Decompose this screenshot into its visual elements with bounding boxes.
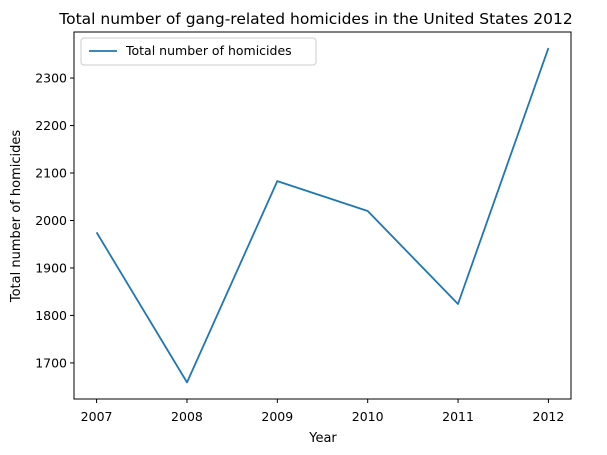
y-tick-label: 2000 bbox=[35, 213, 67, 228]
chart-title: Total number of gang-related homicides i… bbox=[58, 10, 572, 28]
legend-label: Total number of homicides bbox=[125, 43, 292, 58]
y-tick-label: 1800 bbox=[35, 308, 67, 323]
x-tick-label: 2010 bbox=[352, 409, 384, 424]
x-tick-label: 2009 bbox=[261, 409, 293, 424]
x-tick-label: 2011 bbox=[442, 409, 474, 424]
x-tick-label: 2007 bbox=[81, 409, 113, 424]
legend: Total number of homicides bbox=[80, 37, 317, 66]
legend-box bbox=[80, 37, 317, 66]
y-tick-label: 1700 bbox=[35, 355, 67, 370]
y-tick-label: 1900 bbox=[35, 260, 67, 275]
x-tick-label: 2008 bbox=[171, 409, 203, 424]
x-axis-ticks: 2007 2008 2009 2010 2011 2012 bbox=[81, 399, 565, 424]
y-tick-label: 2200 bbox=[35, 118, 67, 133]
y-tick-label: 2300 bbox=[35, 71, 67, 86]
y-axis-ticks: 1700 1800 1900 2000 2100 2200 2300 bbox=[35, 71, 74, 370]
plot-area-frame bbox=[73, 31, 572, 400]
x-axis-label: Year bbox=[308, 431, 337, 446]
x-tick-label: 2012 bbox=[533, 409, 565, 424]
series-line-total-homicides bbox=[95, 47, 550, 384]
y-axis-label: Total number of homicides bbox=[9, 130, 24, 304]
y-tick-label: 2100 bbox=[35, 166, 67, 181]
